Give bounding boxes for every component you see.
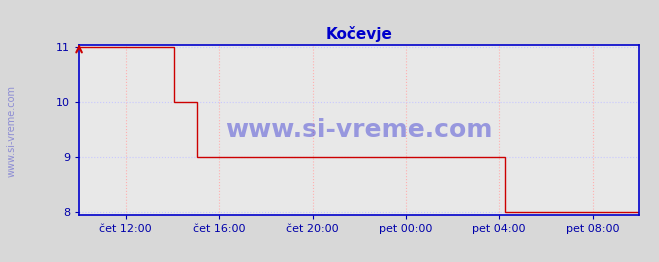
Text: www.si-vreme.com: www.si-vreme.com	[225, 118, 493, 142]
Title: Kočevje: Kočevje	[326, 26, 393, 42]
Text: www.si-vreme.com: www.si-vreme.com	[7, 85, 16, 177]
